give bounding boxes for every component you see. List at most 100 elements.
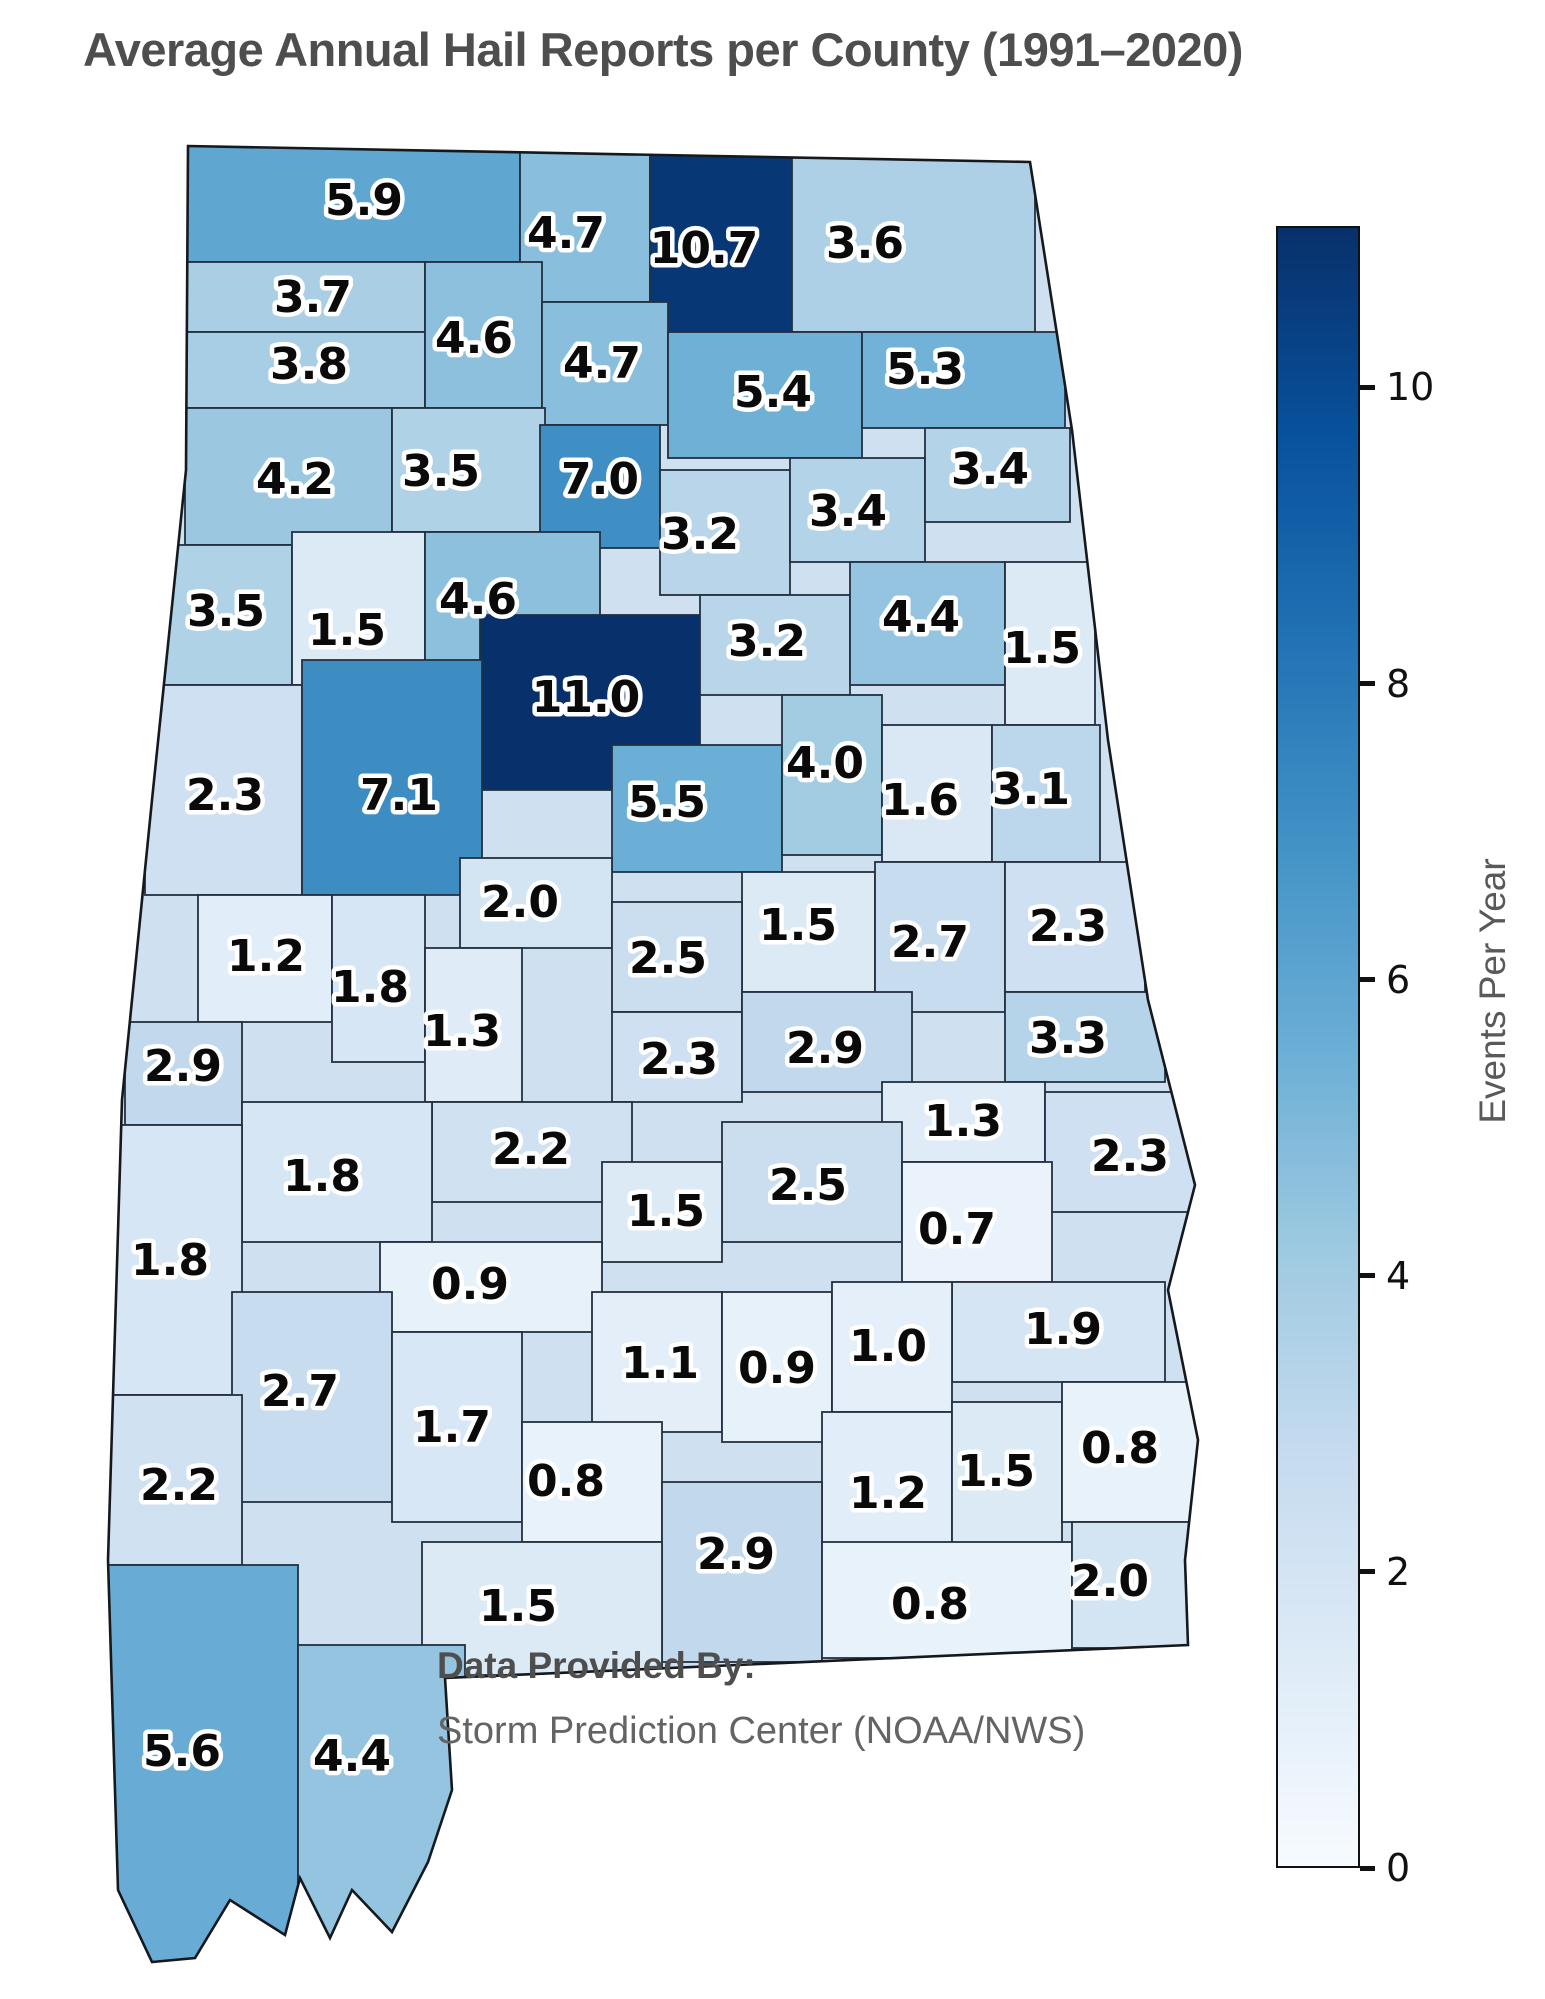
attribution-source: Storm Prediction Center (NOAA/NWS)	[437, 1710, 1086, 1752]
county-shape	[379, 1241, 603, 1333]
county-value-label: 10.7	[650, 223, 759, 274]
county-shape	[431, 1101, 633, 1203]
county-value-label: 0.8	[891, 1579, 969, 1630]
county-shape	[601, 1161, 723, 1263]
county-shape	[144, 684, 303, 896]
county-shape	[741, 871, 876, 993]
county-value-label: 1.5	[627, 1186, 705, 1237]
county-value-label: 4.6	[439, 574, 517, 625]
county-value-label: 1.8	[331, 962, 409, 1013]
county-shape	[539, 424, 661, 549]
county-shape	[391, 407, 546, 533]
county-shape	[649, 146, 793, 336]
county-value-label: 2.3	[186, 770, 264, 821]
county-shape	[991, 724, 1101, 863]
attribution-label: Data Provided By:	[437, 1645, 756, 1686]
county-shape	[1071, 1521, 1198, 1649]
county-value-label: 2.3	[1091, 1131, 1169, 1182]
county-value-label: 2.9	[786, 1023, 864, 1074]
county-shape	[611, 1011, 743, 1103]
county-value-label: 2.9	[697, 1529, 775, 1580]
county-shape	[231, 1291, 393, 1503]
county-value-label: 2.5	[629, 933, 707, 984]
county-value-label: 5.5	[628, 777, 706, 828]
county-value-label: 3.1	[992, 764, 1070, 815]
county-shape	[611, 744, 783, 873]
page-title: Average Annual Hail Reports per County (…	[83, 23, 1243, 76]
county-shape	[901, 1161, 1053, 1283]
county-value-label: 4.2	[256, 454, 334, 505]
county-shape	[521, 1421, 663, 1543]
state-outline	[106, 144, 1200, 1964]
county-shape	[831, 1281, 953, 1413]
county-value-label: 1.0	[849, 1321, 927, 1372]
county-shape	[424, 947, 523, 1103]
county-value-label: 5.3	[886, 344, 964, 395]
county-value-label: 1.5	[957, 1446, 1035, 1497]
county-value-label: 1.5	[479, 1581, 557, 1632]
county-value-label: 7.0	[561, 454, 639, 505]
county-shape	[149, 146, 521, 263]
county-shape	[108, 1564, 299, 1962]
county-value-label: 1.2	[227, 931, 305, 982]
county-shape	[849, 561, 1006, 686]
county-value-label: 1.3	[924, 1096, 1002, 1147]
county-shape	[924, 427, 1071, 523]
county-shape	[659, 469, 791, 596]
county-shape	[721, 1121, 903, 1243]
county-value-label: 3.7	[274, 272, 352, 323]
county-value-label: 3.2	[661, 509, 739, 560]
county-value-label: 0.9	[738, 1343, 816, 1394]
colorbar-tick	[1360, 681, 1375, 686]
county-value-label: 0.7	[918, 1204, 996, 1255]
county-shape	[611, 901, 743, 1013]
colorbar-tick-label: 4	[1386, 1253, 1411, 1298]
colorbar-tick-label: 2	[1386, 1549, 1411, 1594]
county-value-label: 2.0	[1071, 1556, 1149, 1607]
county-value-label: 4.0	[786, 738, 864, 789]
colorbar-axis-label: Events Per Year	[1472, 858, 1513, 1124]
county-shape	[149, 261, 426, 333]
county-value-label: 3.4	[809, 486, 887, 537]
county-value-label: 1.2	[849, 1468, 927, 1519]
colorbar-tick	[1360, 1865, 1375, 1871]
county-value-label: 2.5	[769, 1160, 847, 1211]
county-value-label: 3.8	[270, 339, 348, 390]
county-value-label: 2.3	[1029, 901, 1107, 952]
county-value-label: 1.1	[621, 1338, 699, 1389]
county-shape	[391, 1331, 523, 1523]
county-value-label: 2.9	[144, 1041, 222, 1092]
county-value-label: 4.4	[313, 1731, 391, 1782]
county-value-label: 1.5	[759, 900, 837, 951]
colorbar-tick	[1360, 977, 1375, 983]
colorbar-tick	[1360, 384, 1375, 390]
county-value-label: 1.8	[283, 1151, 361, 1202]
county-shape	[741, 991, 913, 1093]
county-shape	[124, 1021, 243, 1126]
county-shape	[881, 724, 993, 863]
county-value-label: 3.5	[187, 586, 265, 637]
colorbar	[1276, 226, 1360, 1868]
county-value-label: 4.7	[527, 208, 605, 259]
county-value-label: 4.7	[563, 338, 641, 389]
county-shape	[721, 1291, 833, 1443]
county-value-label: 5.6	[143, 1726, 221, 1777]
county-shape	[951, 1401, 1063, 1546]
county-shape	[1044, 1091, 1198, 1213]
county-value-label: 1.5	[308, 605, 386, 656]
county-value-label: 5.4	[734, 367, 812, 418]
colorbar-tick-label: 0	[1386, 1846, 1411, 1890]
county-shape	[241, 1101, 433, 1243]
county-shape	[297, 1644, 466, 1941]
county-value-label: 2.3	[640, 1034, 718, 1085]
county-value-label: 1.6	[881, 775, 959, 826]
county-shape	[874, 861, 1006, 1013]
county-value-label: 11.0	[532, 672, 641, 723]
county-value-label: 3.2	[728, 616, 806, 667]
county-value-label: 1.8	[131, 1235, 209, 1286]
colorbar-tick-label: 10	[1386, 365, 1435, 410]
county-shape	[331, 894, 426, 1063]
county-value-label: 4.6	[435, 313, 513, 364]
county-value-label: 1.3	[423, 1006, 501, 1057]
